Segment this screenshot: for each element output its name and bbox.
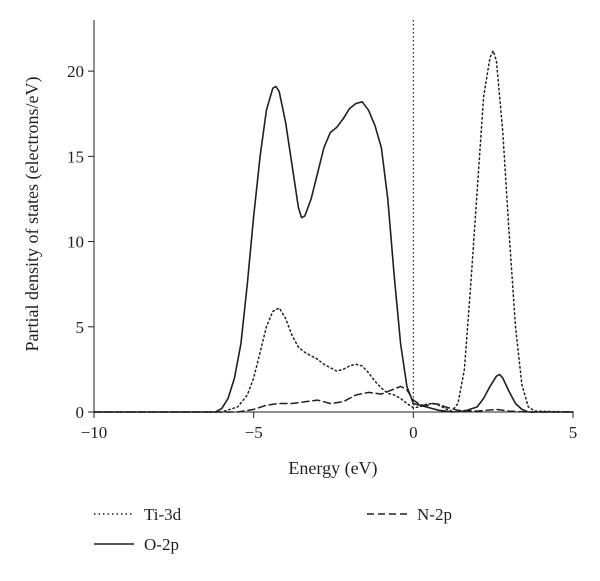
x-axis-title: Energy (eV) [288, 458, 377, 479]
plot-area [93, 20, 574, 413]
legend-label: Ti-3d [144, 505, 182, 524]
x-tick-label: −5 [245, 423, 263, 442]
y-tick-label: 20 [67, 62, 84, 81]
ticks: −10 −5 0 5 0 5 10 15 20 [67, 62, 577, 442]
x-tick-label: 5 [569, 423, 578, 442]
legend-label: N-2p [417, 505, 452, 524]
y-axis-title: Partial density of states (electrons/eV) [22, 77, 43, 352]
legend-item-ti-3d: Ti-3d [94, 505, 182, 524]
legend-item-o-2p: O-2p [94, 535, 179, 554]
x-tick-label: 0 [409, 423, 418, 442]
series-line-n-2p [93, 385, 574, 413]
y-tick-label: 10 [67, 233, 84, 252]
series-line-o-2p [93, 85, 574, 413]
legend-item-n-2p: N-2p [367, 505, 452, 524]
y-tick-label: 0 [76, 403, 85, 422]
legend: Ti-3d N-2p O-2p [94, 505, 452, 554]
axes [93, 20, 573, 413]
y-tick-label: 15 [67, 147, 84, 166]
x-tick-label: −10 [81, 423, 108, 442]
y-tick-label: 5 [76, 318, 85, 337]
legend-label: O-2p [144, 535, 179, 554]
series-line-ti-3d [93, 49, 574, 413]
